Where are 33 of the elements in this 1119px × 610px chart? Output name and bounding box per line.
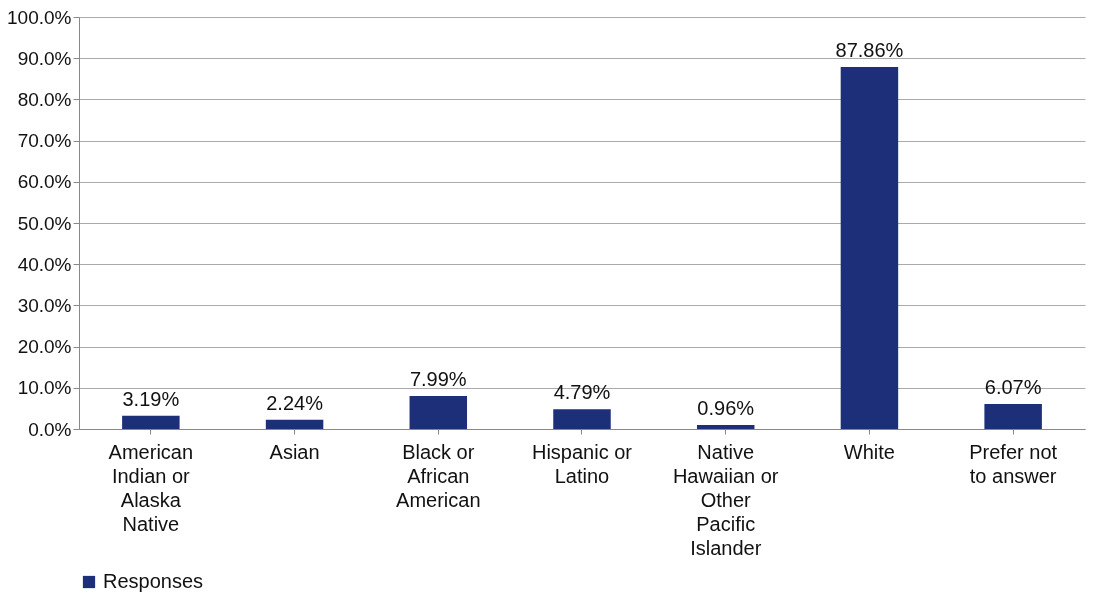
x-tick-label: Black or African American [396,440,481,511]
y-tick-label: 90.0% [17,47,72,69]
data-label: 0.96% [697,397,755,420]
x-tick-label: Prefer not to answer [969,440,1058,487]
bar [984,403,1042,429]
bar [840,67,899,429]
data-label: 6.07% [984,375,1042,398]
legend-label: Responses [103,570,204,592]
data-label: 87.86% [835,39,904,62]
y-tick-label: 20.0% [17,336,72,358]
y-tick-label: 10.0% [17,377,72,399]
y-tick-label: 30.0% [17,294,72,316]
x-tick-label: American Indian or Alaska Native [108,440,194,535]
bar [409,396,468,429]
data-label: 7.99% [409,368,467,391]
bar [122,415,180,429]
bar [696,425,755,429]
bar [265,419,324,429]
y-tick-label: 80.0% [17,88,72,110]
y-tick-label: 60.0% [17,171,72,193]
x-tick-label: White [843,440,895,463]
y-tick-label: 70.0% [17,130,72,152]
x-tick-label: Native Hawaiian or Other Pacific Islander [672,440,779,559]
data-label: 2.24% [266,391,324,414]
data-label: 4.79% [553,381,611,404]
x-tick-label: Hispanic or Latino [531,440,633,487]
x-tick-label: Asian [269,440,320,463]
y-tick-label: 40.0% [17,253,72,275]
y-tick-label: 50.0% [17,212,72,234]
bar [553,409,611,429]
y-tick-label: 100.0% [7,6,72,28]
y-tick-label: 0.0% [28,418,72,440]
data-label: 3.19% [122,387,180,410]
